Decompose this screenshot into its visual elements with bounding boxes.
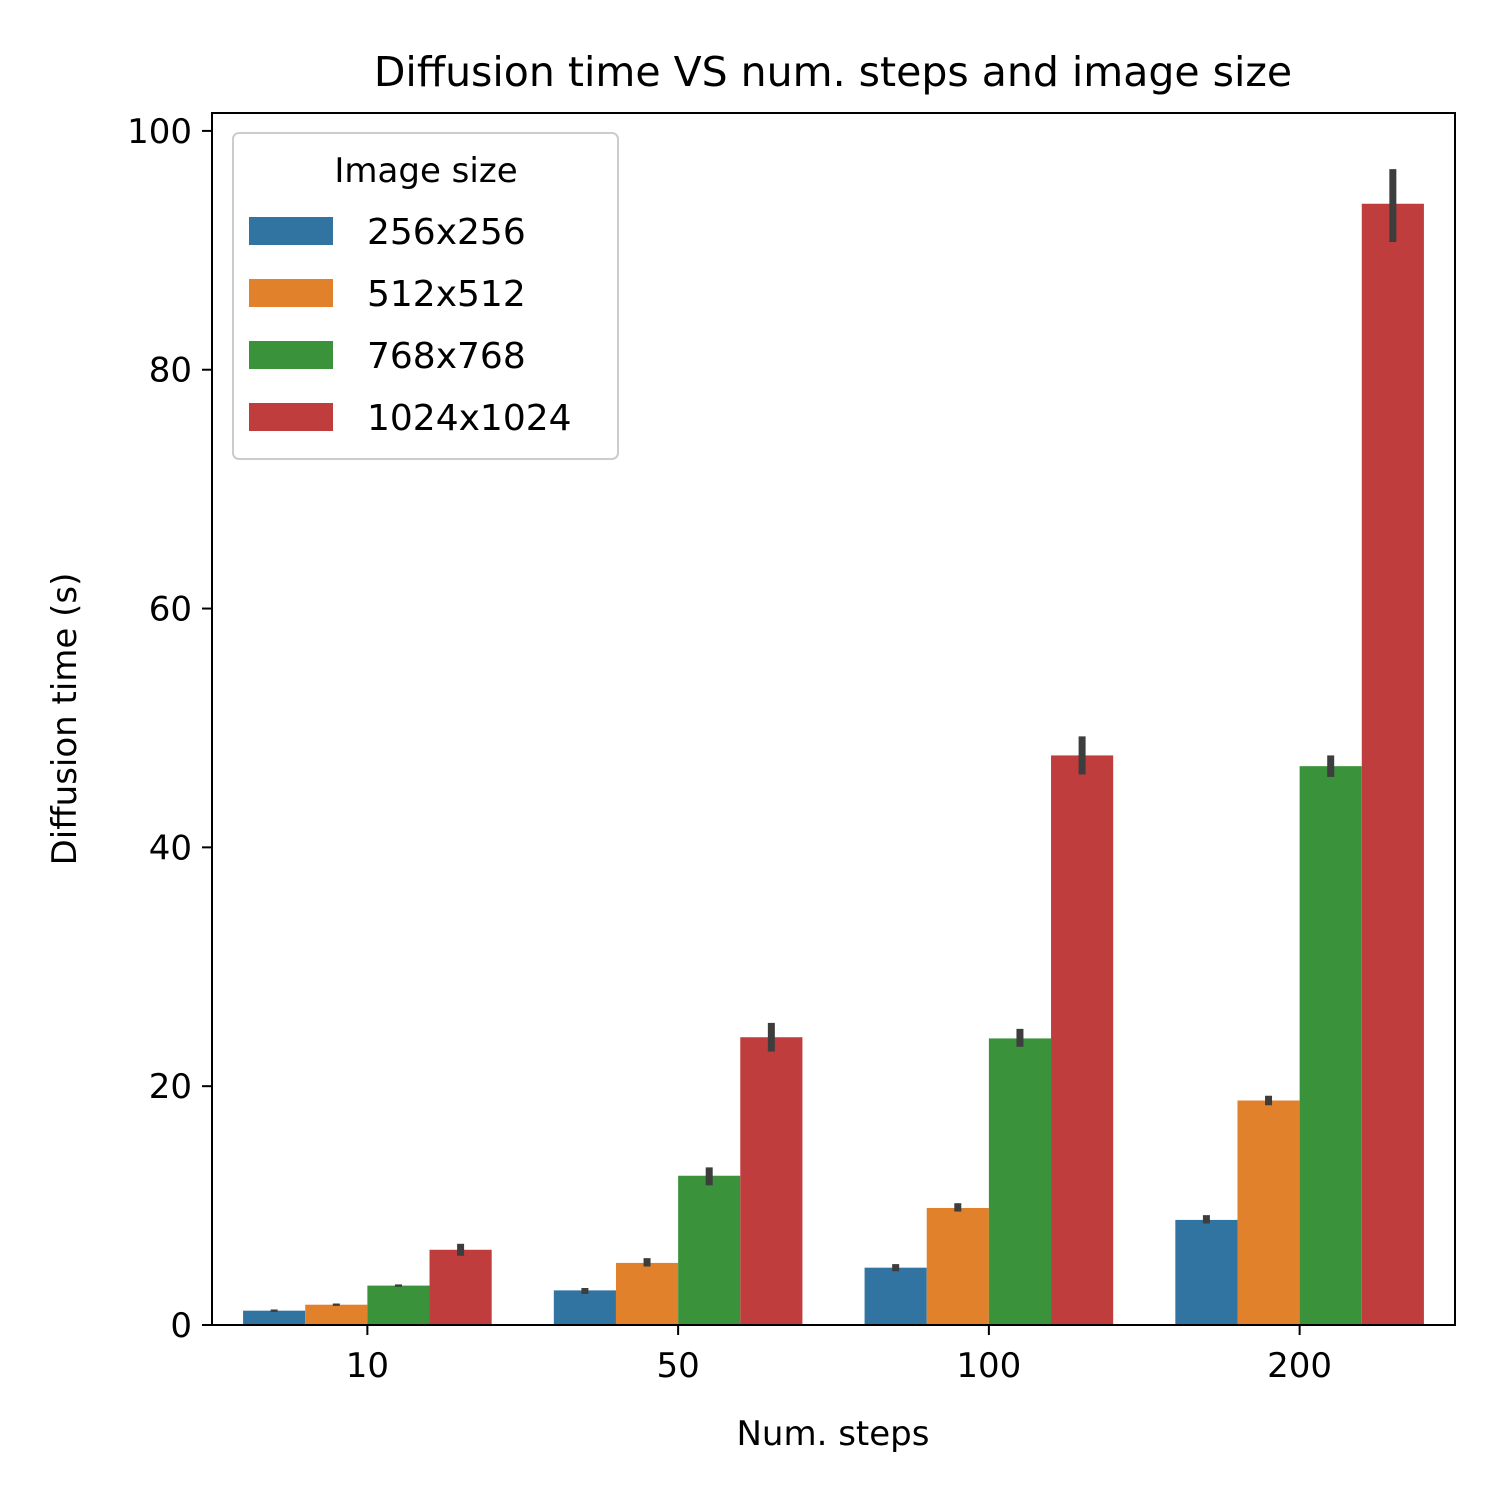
x-tick-label: 200 bbox=[1267, 1346, 1332, 1386]
legend-items: 256x256 512x512 768x768 1024x1024 bbox=[249, 212, 572, 439]
legend-label-768x768: 768x768 bbox=[367, 336, 526, 377]
y-tick-label: 80 bbox=[149, 351, 192, 391]
legend-swatch-256x256 bbox=[249, 217, 333, 245]
legend-title: Image size bbox=[334, 151, 517, 191]
y-tick-label: 0 bbox=[170, 1306, 192, 1346]
legend: Image size 256x256 512x512 768x768 1024x102… bbox=[232, 132, 619, 460]
bar-1024x1024-steps-100 bbox=[1051, 755, 1114, 1325]
y-tick-label: 20 bbox=[149, 1067, 192, 1107]
bar-1024x1024-steps-10 bbox=[429, 1249, 492, 1325]
bar-512x512-steps-100 bbox=[926, 1207, 989, 1325]
bar-512x512-steps-200 bbox=[1237, 1100, 1300, 1325]
bar-1024x1024-steps-200 bbox=[1361, 203, 1424, 1325]
plot-area bbox=[243, 169, 1424, 1325]
bar-1024x1024-steps-50 bbox=[740, 1037, 803, 1325]
bar-256x256-steps-50 bbox=[553, 1290, 616, 1325]
chart-title: Diffusion time VS num. steps and image s… bbox=[374, 48, 1292, 96]
axes-frame bbox=[211, 112, 1456, 1326]
legend-label-1024x1024: 1024x1024 bbox=[367, 398, 572, 439]
legend-box bbox=[232, 132, 619, 460]
y-axis-label: Diffusion time (s) bbox=[45, 573, 85, 866]
x-tick-label: 100 bbox=[956, 1346, 1021, 1386]
bar-256x256-steps-200 bbox=[1175, 1219, 1238, 1325]
legend-swatch-768x768 bbox=[249, 341, 333, 369]
x-axis-label: Num. steps bbox=[737, 1414, 930, 1454]
bar-768x768-steps-200 bbox=[1299, 766, 1362, 1325]
bar-512x512-steps-50 bbox=[615, 1262, 679, 1325]
bar-768x768-steps-10 bbox=[367, 1285, 430, 1325]
x-axis: 10 50 100 200 bbox=[346, 1325, 1332, 1386]
bar-768x768-steps-50 bbox=[678, 1175, 741, 1325]
legend-label-512x512: 512x512 bbox=[367, 274, 526, 315]
x-tick-label: 50 bbox=[656, 1346, 699, 1386]
bar-256x256-steps-100 bbox=[864, 1267, 927, 1325]
y-tick-label: 40 bbox=[149, 828, 192, 868]
y-axis: 0 20 40 60 80 100 bbox=[127, 112, 212, 1346]
bar-512x512-steps-10 bbox=[305, 1304, 368, 1325]
legend-swatch-512x512 bbox=[249, 279, 333, 307]
legend-swatch-1024x1024 bbox=[249, 403, 333, 431]
bar-256x256-steps-10 bbox=[243, 1310, 306, 1325]
legend-label-256x256: 256x256 bbox=[367, 212, 526, 253]
y-tick-label: 100 bbox=[127, 112, 192, 152]
x-tick-label: 10 bbox=[346, 1346, 389, 1386]
bar-768x768-steps-100 bbox=[988, 1038, 1052, 1325]
y-tick-label: 60 bbox=[149, 590, 192, 630]
